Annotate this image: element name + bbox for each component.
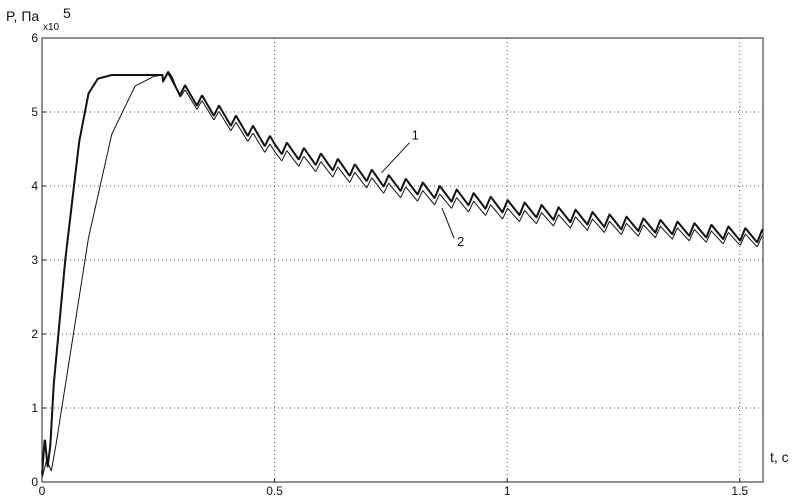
x-tick-label: 0 xyxy=(39,484,46,496)
annotation-label-1: 1 xyxy=(412,128,419,143)
grid xyxy=(41,37,763,483)
series-line-1 xyxy=(41,71,764,475)
plot-frame xyxy=(41,37,764,483)
annotation-label-2: 2 xyxy=(457,234,464,249)
y-axis-label: P, Па xyxy=(6,8,39,24)
y-axis-exponent: 5 xyxy=(63,5,71,21)
y-tick-label: 6 xyxy=(31,31,38,45)
series-line-2 xyxy=(41,70,764,479)
y-tick-label: 2 xyxy=(31,327,38,341)
x-tick-label: 1.5 xyxy=(731,484,748,496)
annotation-leader-2 xyxy=(441,208,455,239)
y-tick-label: 4 xyxy=(31,179,38,193)
curve-annotations: 12 xyxy=(381,128,464,249)
x-tick-label: 0.5 xyxy=(266,484,283,496)
y-tick-label: 5 xyxy=(31,105,38,119)
y-tick-label: 1 xyxy=(31,401,38,415)
y-tick-label: 3 xyxy=(31,253,38,267)
x-axis-label: t, c xyxy=(770,449,789,465)
annotation-leader-1 xyxy=(381,142,410,174)
x-tick-label: 1 xyxy=(504,484,511,496)
series-lines xyxy=(41,70,764,479)
y-tick-label: 0 xyxy=(31,475,38,489)
y-axis-multiplier: x10 xyxy=(43,22,60,33)
